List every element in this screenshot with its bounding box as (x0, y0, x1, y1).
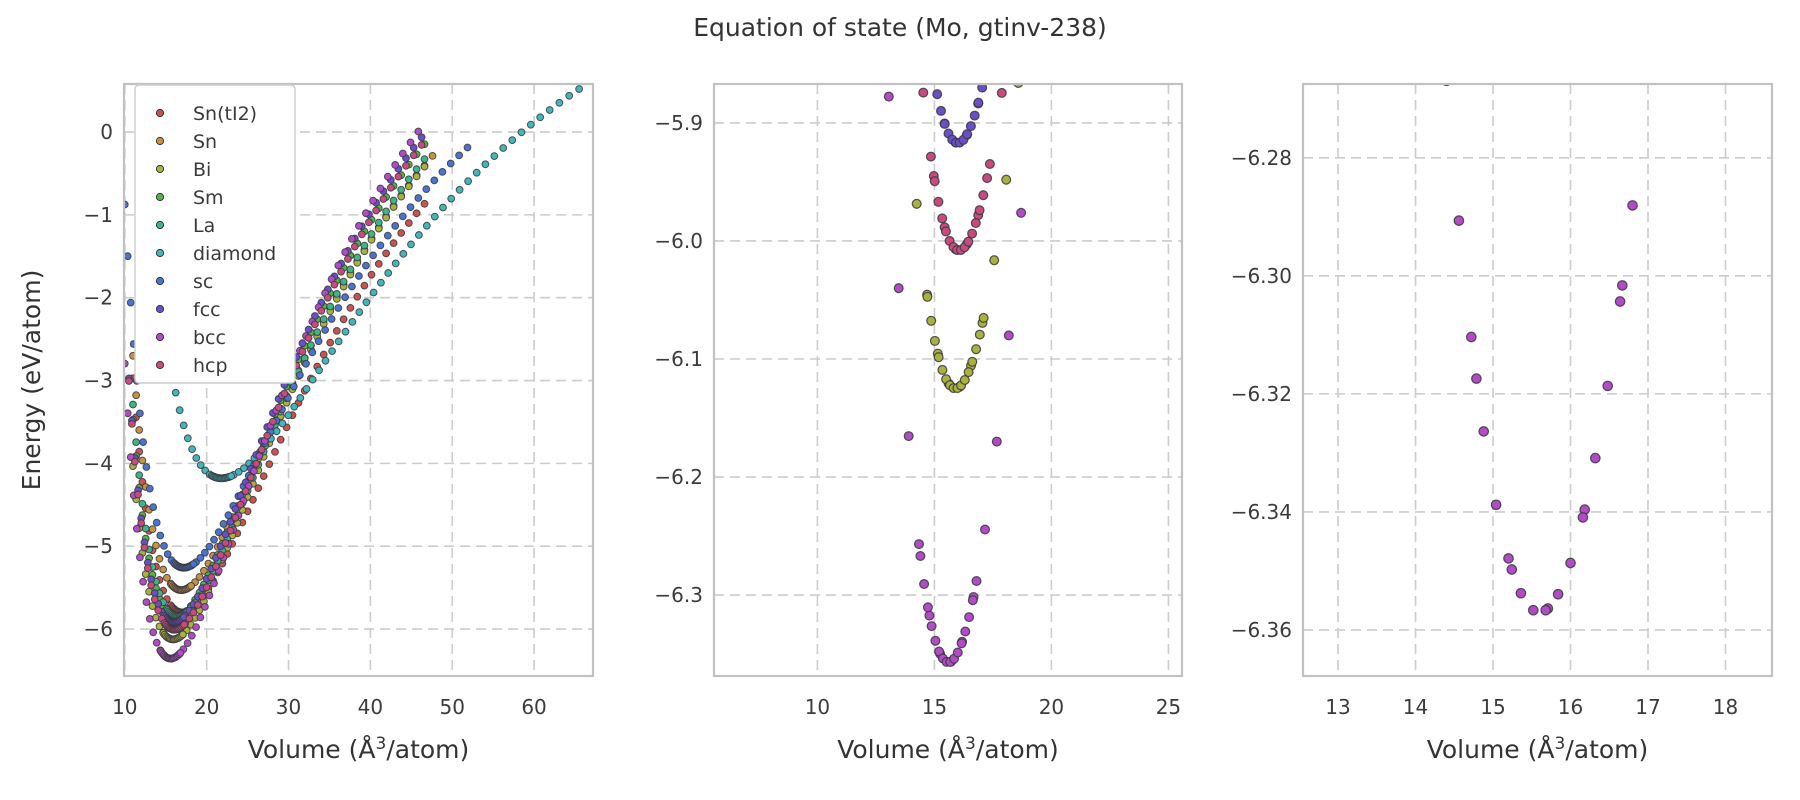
y-tick-label: −4 (84, 451, 113, 475)
series-hcp (918, 87, 1007, 256)
y-tick-label: −5 (84, 534, 113, 558)
legend-label-fcc: fcc (193, 299, 221, 321)
y-tick-label: −6.36 (1231, 618, 1292, 642)
figure-title: Equation of state (Mo, gtinv-238) (693, 13, 1107, 42)
x-tick-label: 15 (1480, 695, 1505, 719)
legend-label-Sn(tI2): Sn(tI2) (193, 103, 257, 125)
axes-frame (1301, 82, 1774, 678)
y-tick-label: −6.30 (1231, 264, 1292, 288)
x-tick-label: 14 (1403, 695, 1428, 719)
tick-labels-zoom-bcc-min: 13 14 15 16 17 18 −6.28 −6.30 −6.32 −6.34 −6.36 (1231, 146, 1739, 719)
grid-zoom-bcc-min (1303, 84, 1772, 676)
y-tick-label: −6.0 (654, 229, 703, 253)
panel-overview: 10 20 30 40 50 60 0 −1 −2 −3 −4 −5 −6 Volume (Å3/atom… (17, 82, 595, 764)
legend: Sn(tI2) Sn Bi Sm La diamond sc fcc bcc hcp (134, 84, 296, 384)
x-tick-label: 18 (1713, 695, 1738, 719)
legend-label-Bi: Bi (193, 159, 211, 181)
axes-frame (712, 82, 1184, 678)
x-tick-label: 25 (1156, 695, 1181, 719)
legend-label-bcc: bcc (193, 327, 226, 349)
panel-zoom-bcc-min: 13 14 15 16 17 18 −6.28 −6.30 −6.32 −6.34 −6.36 Vol… (1231, 82, 1774, 764)
y-tick-label: −6.3 (654, 583, 703, 607)
legend-marker-fcc (155, 304, 165, 314)
y-tick-label: −6.34 (1231, 500, 1292, 524)
scatter-zoom-bcc-min (1442, 84, 1638, 616)
scatter-overview (124, 85, 583, 663)
panel-zoom-minima: 10 15 20 25 −5.9 −6.0 −6.1 −6.2 −6.3 Volume (Å3/a… (654, 82, 1184, 764)
x-tick-label: 13 (1325, 695, 1350, 719)
series-bcc (1442, 84, 1638, 616)
y-tick-label: 0 (100, 120, 113, 144)
legend-marker-bcc (155, 332, 165, 342)
y-tick-label: −6.28 (1231, 146, 1292, 170)
tick-labels-overview: 10 20 30 40 50 60 0 −1 −2 −3 −4 −5 −6 (84, 120, 547, 719)
series-fcc (932, 84, 988, 148)
legend-label-La: La (193, 215, 215, 237)
series-bcc (883, 91, 1027, 667)
x-tick-label: 20 (1039, 695, 1064, 719)
x-tick-label: 17 (1635, 695, 1660, 719)
y-tick-label: −3 (84, 369, 113, 393)
tick-labels-zoom-minima: 10 15 20 25 −5.9 −6.0 −6.1 −6.2 −6.3 (654, 111, 1181, 719)
y-tick-label: −6.1 (654, 347, 703, 371)
legend-label-Sm: Sm (193, 187, 224, 209)
legend-marker-diamond (155, 248, 165, 258)
x-tick-label: 15 (922, 695, 947, 719)
x-tick-label: 50 (439, 695, 464, 719)
y-tick-label: −6.2 (654, 465, 703, 489)
legend-label-diamond: diamond (193, 243, 276, 265)
legend-marker-hcp (155, 360, 165, 370)
x-axis-label: Volume (Å3/atom) (248, 734, 470, 764)
scatter-zoom-minima (883, 84, 1027, 667)
legend-marker-Sn (155, 136, 165, 146)
y-tick-label: −6 (84, 617, 113, 641)
x-tick-label: 16 (1558, 695, 1583, 719)
y-tick-label: −2 (84, 286, 113, 310)
legend-marker-Sn(tI2) (155, 108, 165, 118)
y-axis-label: Energy (eV/atom) (17, 270, 46, 491)
legend-box (134, 84, 296, 384)
axes-frame (122, 82, 595, 678)
y-tick-label: −5.9 (654, 111, 703, 135)
x-tick-label: 10 (805, 695, 830, 719)
legend-marker-Sm (155, 192, 165, 202)
x-tick-label: 20 (194, 695, 219, 719)
series-Bi (911, 84, 1024, 394)
legend-marker-La (155, 220, 165, 230)
legend-label-hcp: hcp (193, 355, 228, 377)
x-axis-label: Volume (Å3/atom) (837, 734, 1059, 764)
y-tick-label: −1 (84, 203, 113, 227)
y-tick-label: −6.32 (1231, 382, 1292, 406)
x-tick-label: 40 (358, 695, 383, 719)
x-tick-label: 30 (276, 695, 301, 719)
legend-marker-Bi (155, 164, 165, 174)
legend-label-Sn: Sn (193, 131, 217, 153)
legend-label-sc: sc (193, 271, 213, 293)
x-axis-label: Volume (Å3/atom) (1427, 734, 1649, 764)
legend-marker-sc (155, 276, 165, 286)
x-tick-label: 60 (521, 695, 546, 719)
x-tick-label: 10 (112, 695, 137, 719)
series-fcc (124, 133, 426, 626)
